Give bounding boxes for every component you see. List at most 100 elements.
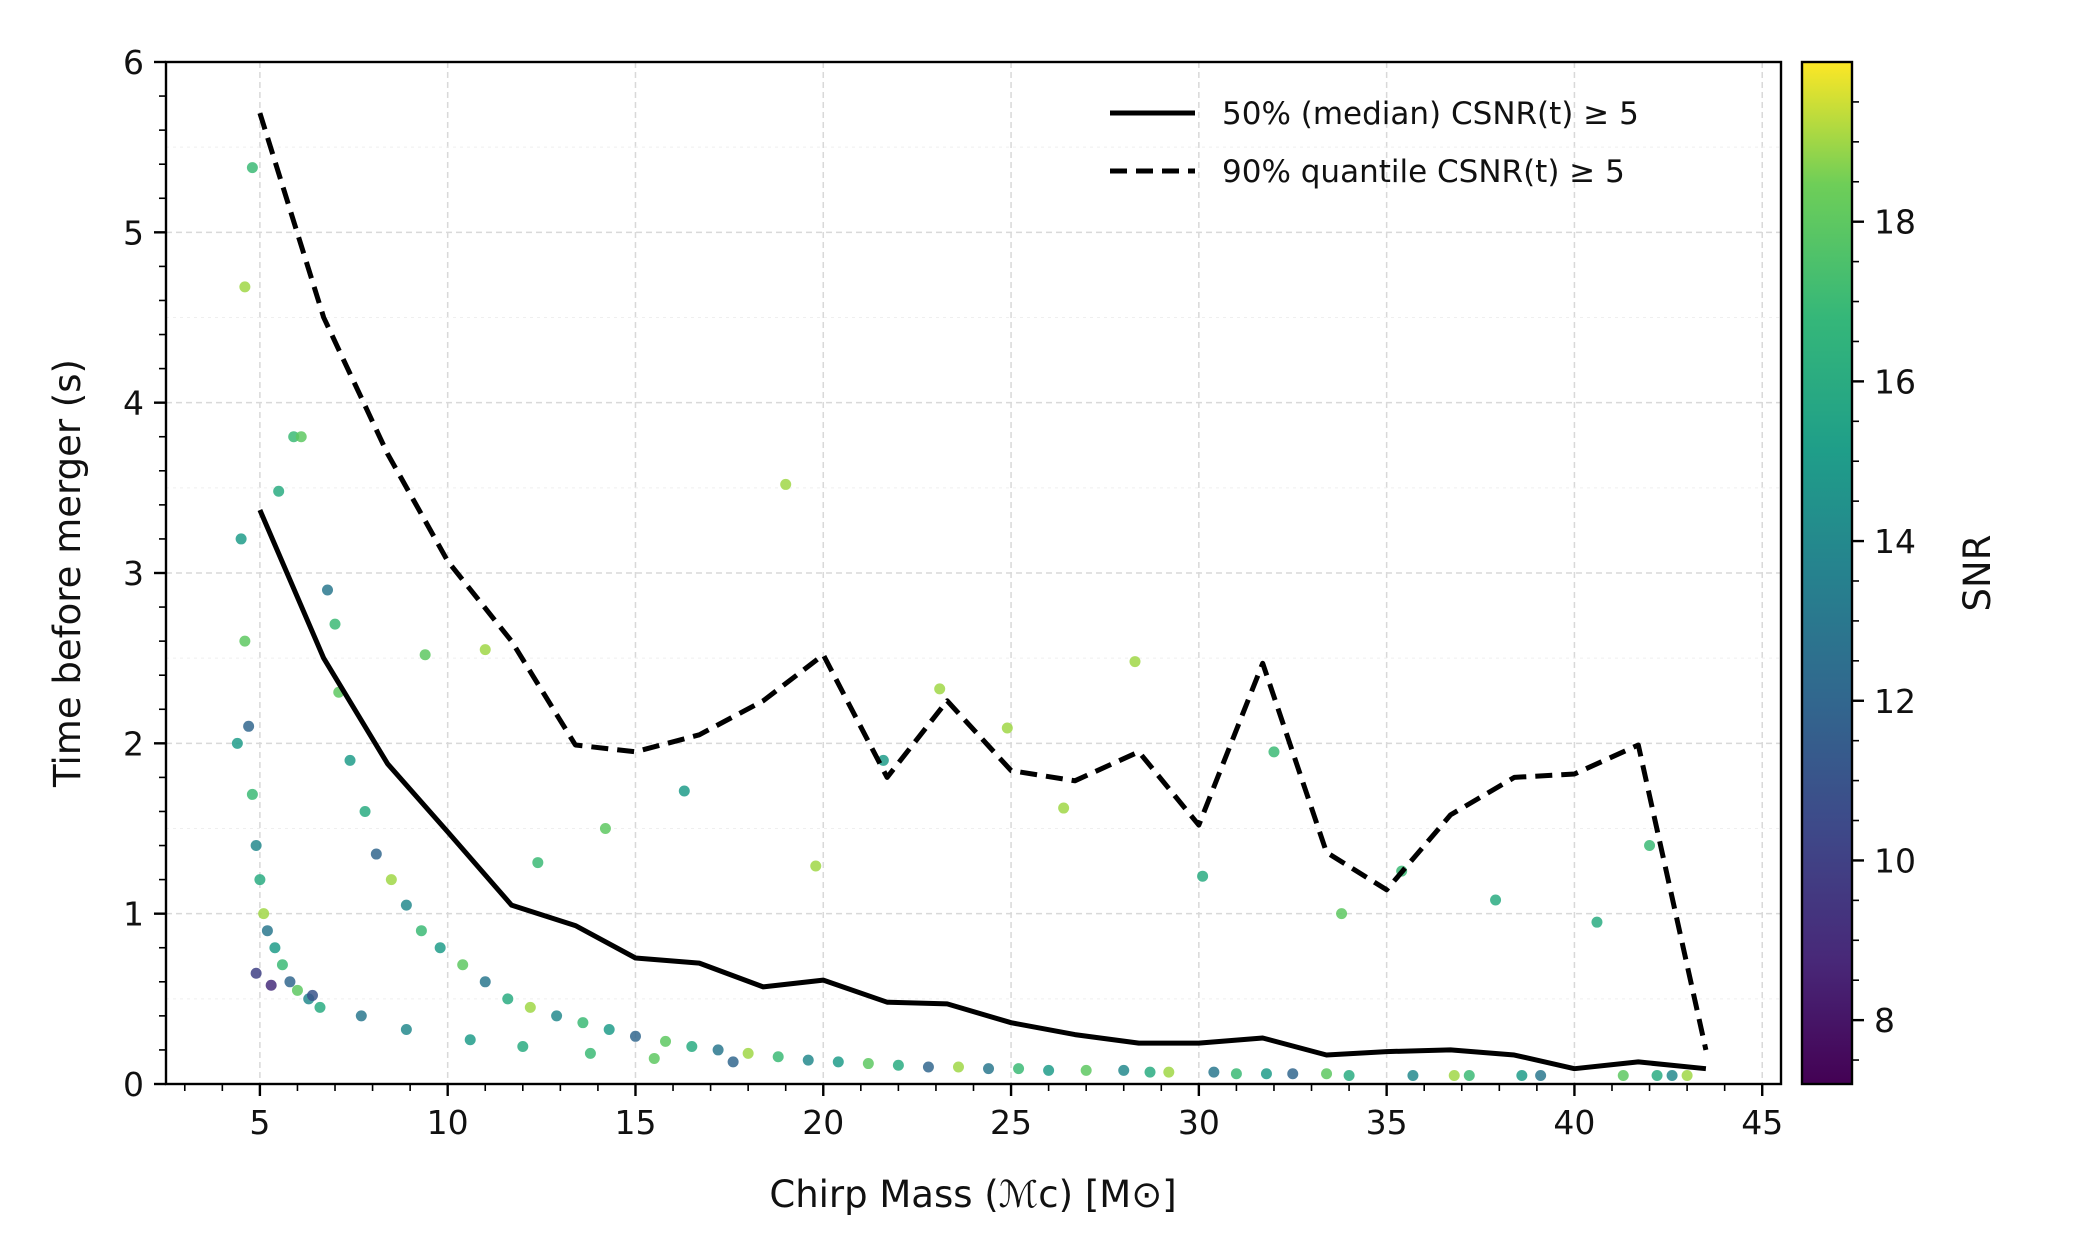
quantile-90-line (257, 112, 1709, 1051)
scatter-point (479, 976, 491, 988)
scatter-point (329, 618, 341, 630)
scatter-point (322, 584, 333, 596)
colorbar-tick-label-2: 12 (1874, 682, 1916, 721)
quantile-lines (257, 112, 1709, 1072)
scatter-point (265, 979, 277, 991)
scatter-point (686, 1041, 698, 1053)
scatter-point (276, 959, 288, 971)
scatter-point (1651, 1069, 1663, 1081)
scatter-point (434, 942, 446, 954)
scatter-point (1129, 656, 1141, 668)
scatter-point (235, 533, 247, 545)
scatter-point (1535, 1069, 1547, 1081)
scatter-point (1666, 1069, 1678, 1081)
scatter-point (239, 281, 251, 293)
y-tick-label-5: 5 (123, 213, 144, 252)
scatter-point (1448, 1069, 1460, 1081)
scatter-point (231, 737, 243, 749)
scatter-point (269, 942, 281, 954)
scatter-point (246, 788, 258, 800)
scatter-point (246, 162, 258, 174)
scatter-point (1343, 1069, 1355, 1081)
scatter-point (983, 1063, 995, 1075)
scatter-point (1644, 840, 1656, 852)
scatter-point (780, 478, 792, 490)
colorbar-tick-label-1: 10 (1874, 841, 1916, 880)
colorbar-gradient (1800, 60, 1854, 1086)
scatter-point (479, 644, 491, 656)
colorbar-ticks: 8 10 12 14 16 18 (1852, 101, 1916, 1061)
scatter-point (551, 1010, 563, 1022)
x-tick-label-4: 25 (990, 1103, 1032, 1142)
legend-median-label: 50% (median) CSNR(t) ≥ 5 (1222, 96, 1639, 132)
colorbar-tick-label-3: 14 (1874, 522, 1916, 561)
scatter-point (832, 1056, 844, 1068)
scatter-point (243, 720, 255, 732)
y-tick-label-0: 0 (123, 1065, 144, 1104)
scatter-point (400, 899, 412, 911)
scatter-point (385, 874, 397, 886)
scatter-point (400, 1023, 412, 1035)
scatter-point (1230, 1068, 1242, 1080)
scatter-point (1407, 1069, 1419, 1081)
scatter-point (457, 959, 469, 971)
grid (166, 61, 1781, 1085)
scatter-point (742, 1047, 754, 1059)
scatter-point (370, 848, 382, 860)
scatter-point (1163, 1066, 1175, 1078)
scatter-point (250, 840, 262, 852)
scatter-point (1260, 1068, 1272, 1080)
scatter-point (629, 1030, 641, 1042)
colorbar: 8 10 12 14 16 18 SNR (1800, 60, 1999, 1086)
scatter-point (1197, 870, 1209, 882)
scatter-point (1268, 746, 1280, 758)
y-axis-title: Time before merger (s) (46, 359, 89, 788)
scatter-point (1043, 1064, 1055, 1076)
scatter-point (952, 1061, 964, 1073)
scatter-point (359, 805, 371, 817)
scatter-point (603, 1023, 615, 1035)
scatter-point (712, 1044, 724, 1056)
scatter-point (532, 857, 544, 869)
x-axis: 5 10 15 20 25 30 35 40 45 (183, 1084, 1783, 1142)
median-line (257, 509, 1707, 1072)
scatter-point (877, 754, 889, 766)
x-tick-label-2: 15 (614, 1103, 656, 1142)
scatter-point (1516, 1069, 1528, 1081)
x-tick-label-8: 45 (1741, 1103, 1783, 1142)
scatter-point (1490, 894, 1502, 906)
scatter-point (648, 1052, 660, 1064)
colorbar-tick-label-0: 8 (1874, 1001, 1895, 1040)
scatter-point (678, 785, 690, 797)
scatter-point (584, 1047, 596, 1059)
x-tick-label-5: 30 (1178, 1103, 1220, 1142)
scatter-point (306, 989, 318, 1001)
scatter-point (660, 1035, 672, 1047)
scatter-point (239, 635, 251, 647)
scatter-point (355, 1010, 367, 1022)
scatter-point (1681, 1069, 1693, 1081)
scatter-point (273, 485, 285, 497)
scatter-point (314, 1001, 326, 1013)
scatter-point (862, 1058, 874, 1070)
scatter-point (1321, 1068, 1333, 1080)
scatter-point (517, 1041, 529, 1053)
scatter-point (1591, 916, 1603, 928)
x-axis-title: Chirp Mass (ℳc) [M⊙] (769, 1173, 1176, 1216)
colorbar-tick-label-5: 18 (1874, 203, 1916, 242)
scatter-point (250, 967, 262, 979)
scatter-point (415, 925, 427, 937)
scatter-point (772, 1051, 784, 1063)
scatter-point (254, 874, 266, 886)
scatter-point (258, 908, 270, 920)
x-tick-label-7: 40 (1553, 1103, 1595, 1142)
scatter-point (1144, 1066, 1156, 1078)
scatter-point (1080, 1064, 1092, 1076)
scatter-point (1001, 722, 1013, 734)
scatter-point (892, 1059, 904, 1071)
legend: 50% (median) CSNR(t) ≥ 5 90% quantile CS… (1110, 96, 1639, 190)
scatter-point (922, 1061, 934, 1073)
y-axis: 0 1 2 3 4 5 6 (123, 43, 166, 1104)
scatter-point (810, 860, 822, 872)
